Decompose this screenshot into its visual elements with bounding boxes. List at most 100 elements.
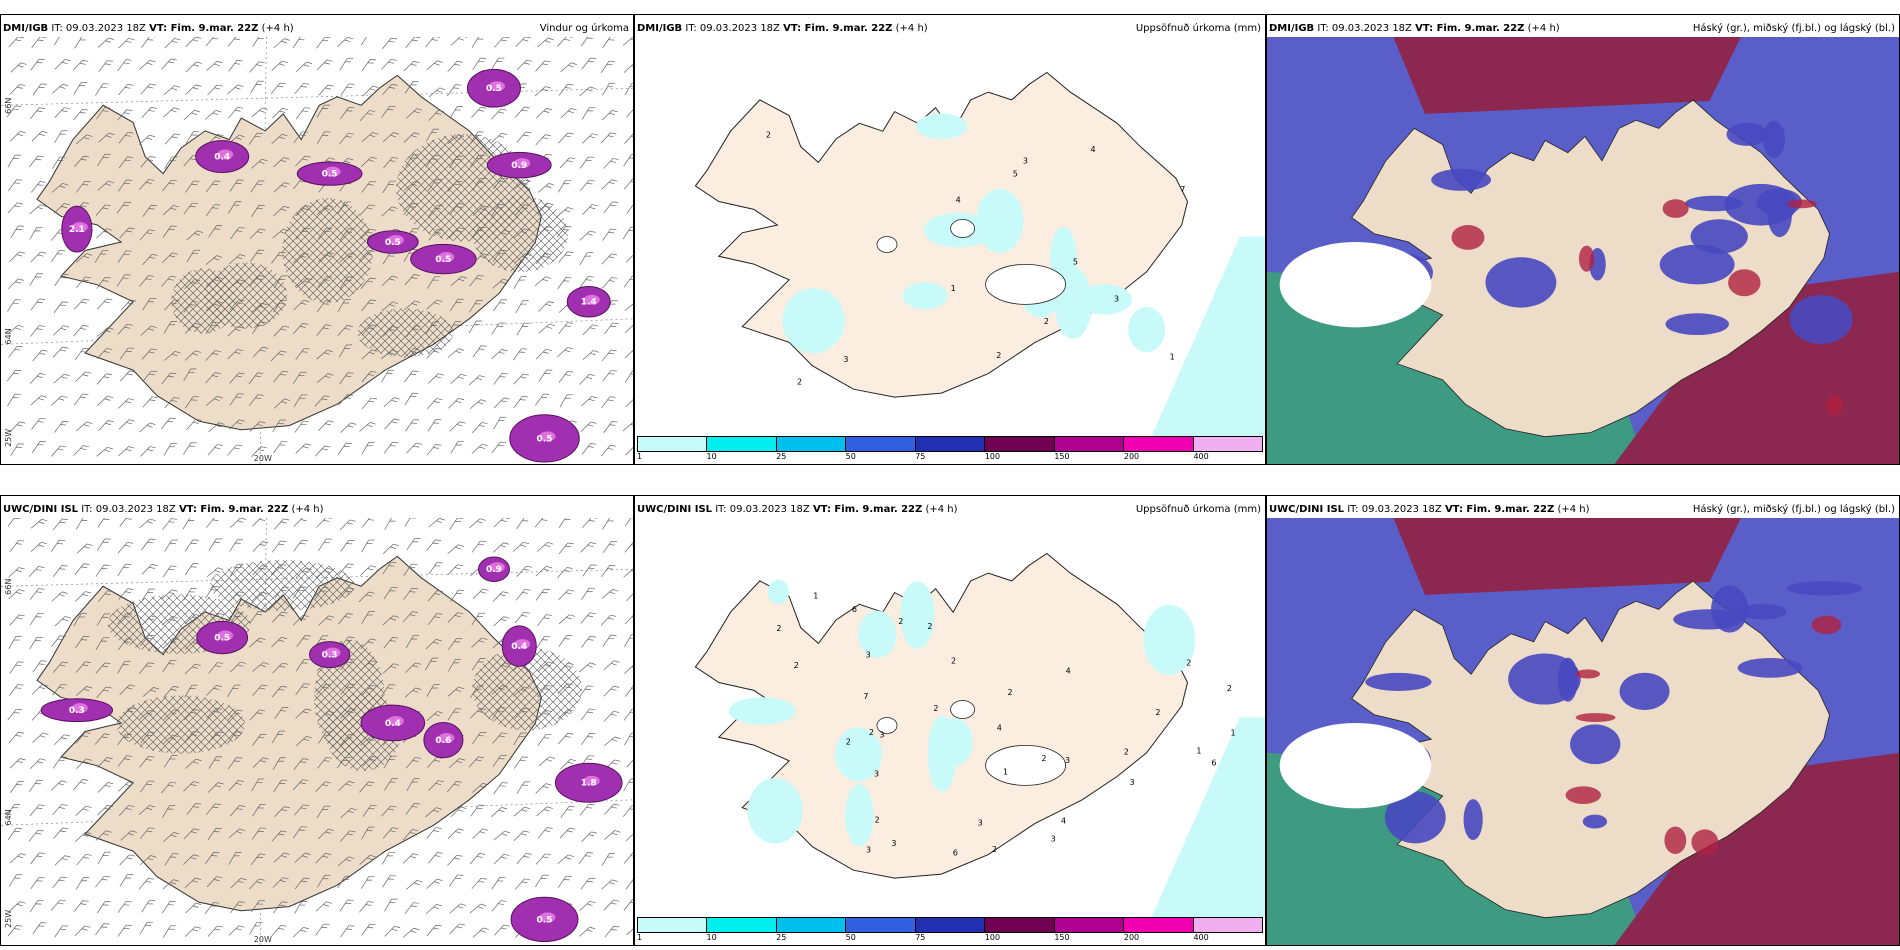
colorbar-label: 1 [637, 452, 643, 461]
colorbar-swatch [1054, 437, 1125, 451]
colorbar-label: 25 [776, 452, 787, 461]
colorbar-labels: 1 10 25 50 75 100 150 200 400 [637, 452, 1263, 462]
accum-value: 3 [1129, 778, 1134, 787]
accum-value: 3 [874, 770, 879, 779]
cloud-patch [1384, 791, 1446, 844]
precip-value: 0.5 [322, 170, 338, 180]
panel-variable-label: Háský (gr.), miðský (fj.bl.) og lágský (… [1692, 504, 1895, 515]
accum-value: 2 [951, 657, 956, 666]
cloud-svg [1267, 518, 1899, 945]
colorbar-label: 150 [1054, 452, 1070, 461]
axis-label: 20W [254, 454, 272, 463]
precip-core [387, 715, 404, 726]
accum-value: 2 [992, 845, 997, 854]
precip-core [387, 234, 404, 245]
accum-value: 3 [1023, 157, 1028, 166]
accum-value: 2 [927, 622, 932, 631]
panel-title: UWC/DINI ISL IT: 09.03.2023 18Z VT: Fim.… [637, 504, 958, 515]
accum-value: 3 [866, 846, 871, 855]
panel-title: DMI/IGB IT: 09.03.2023 18Z VT: Fim. 9.ma… [1269, 23, 1560, 34]
precip-area [858, 610, 897, 658]
cloud-patch [1582, 814, 1608, 829]
axis-label: 66N [4, 98, 13, 114]
axis-label: 25W [4, 910, 13, 928]
cloud-patch [1431, 168, 1492, 191]
wind-precip-svg: 0.5 0.5 0.5 0.9 0.4 0.5 1.4 0.5 2.1 66N 64N 25W 20W [1, 37, 633, 464]
precip-area [747, 778, 803, 844]
cloud-patch [1578, 245, 1595, 272]
glacier [876, 236, 898, 253]
accum-value: 2 [1227, 684, 1232, 693]
axis-label: 25W [4, 429, 13, 447]
colorbar: 1 10 25 50 75 100 150 200 400 [635, 917, 1265, 945]
glacier [985, 744, 1067, 786]
precip-core [217, 630, 234, 641]
accum-value: 6 [1211, 758, 1216, 767]
cloud-patch [1685, 195, 1744, 212]
axis-label: 66N [4, 579, 13, 595]
precip-core [324, 166, 341, 177]
accum-value: 3 [891, 839, 896, 848]
colorbar-swatch [638, 437, 708, 451]
precip-area [916, 113, 968, 140]
precip-band [1151, 717, 1265, 917]
accum-value: 1 [1231, 729, 1236, 738]
precip-area [782, 288, 845, 354]
cloud-patch [1565, 786, 1601, 805]
panel-title: UWC/DINI ISL IT: 09.03.2023 18Z VT: Fim.… [1269, 504, 1590, 515]
cloud-patch [1726, 122, 1768, 146]
colorbar-label: 100 [984, 933, 1001, 942]
colorbar-label: 75 [915, 452, 926, 461]
accum-value: 6 [852, 605, 857, 614]
accum-value: 3 [978, 819, 983, 828]
cloud-patch [1739, 603, 1787, 620]
precip-band [1151, 236, 1265, 436]
colorbar-swatch [1193, 918, 1262, 932]
accum-value: 1 [1196, 747, 1201, 756]
precip-area [927, 715, 957, 792]
precip-core [583, 294, 600, 305]
accum-value: 2 [766, 131, 771, 140]
precip-area [767, 579, 789, 605]
precip-core [583, 775, 600, 786]
colorbar-swatch [985, 437, 1055, 451]
panel-dmi-cloud: DMI/IGB IT: 09.03.2023 18Z VT: Fim. 9.ma… [1266, 14, 1900, 465]
cloud-svg [1267, 37, 1899, 464]
cloud-patch [1575, 713, 1616, 723]
accum-value: 2 [776, 624, 781, 633]
accum-value: 2 [1186, 658, 1191, 667]
cloud-patch [1691, 829, 1719, 855]
panel-variable-label: Uppsöfnuð úrkoma (mm) [1135, 504, 1261, 515]
colorbar-label: 200 [1123, 452, 1140, 461]
colorbar-swatch [1054, 918, 1125, 932]
accum-value: 1 [1003, 768, 1008, 777]
cloud-patch [1665, 313, 1729, 336]
precip-value: 0.9 [511, 161, 527, 171]
panel-title: DMI/IGB IT: 09.03.2023 18Z VT: Fim. 9.ma… [3, 23, 294, 34]
accum-value: 7 [863, 692, 868, 701]
accum-value: 1 [951, 284, 956, 293]
colorbar-swatch [985, 918, 1055, 932]
glacier [876, 717, 898, 734]
colorbar-swatch [846, 437, 916, 451]
precip-core [71, 703, 88, 714]
precip-value: 0.5 [214, 634, 230, 644]
cloud-patch [1575, 669, 1601, 679]
colorbar-label: 10 [706, 452, 717, 461]
colorbar-label: 1 [637, 933, 643, 942]
precip-core [217, 149, 234, 160]
cloud-patch [1786, 581, 1863, 596]
colorbar-swatch [638, 918, 708, 932]
mid-cloud [1393, 518, 1741, 595]
precip-area [1143, 604, 1196, 675]
cloud-patch [1619, 672, 1670, 710]
cloud-patch [1690, 219, 1748, 254]
panel-variable-label: Uppsöfnuð úrkoma (mm) [1135, 23, 1261, 34]
colorbar-swatch [915, 437, 986, 451]
precip-value: 1.4 [581, 298, 597, 308]
colorbar-label: 75 [915, 933, 926, 942]
accum-value: 2 [1124, 748, 1129, 757]
accum-value: 3 [1114, 295, 1119, 304]
colorbar-label: 400 [1193, 452, 1209, 461]
